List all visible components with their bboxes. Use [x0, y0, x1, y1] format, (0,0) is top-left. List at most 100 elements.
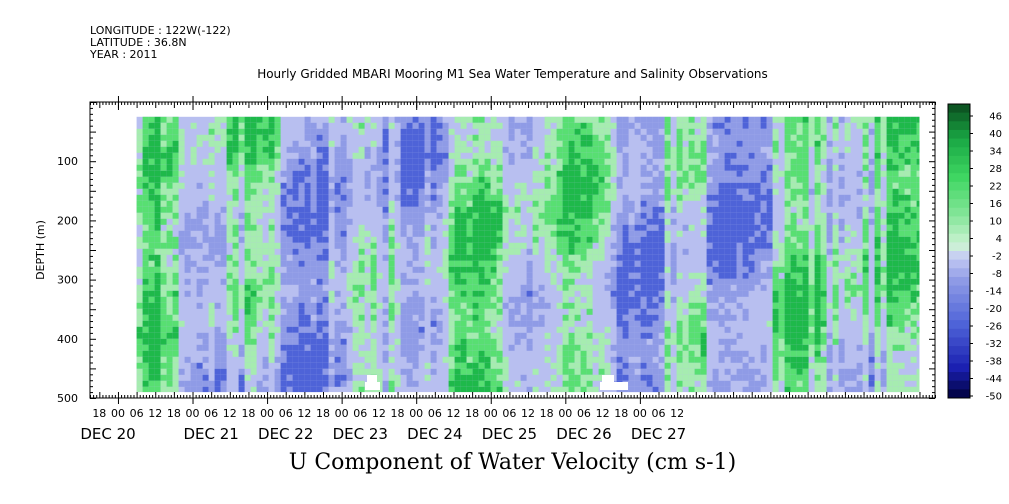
x-tick-label: 18: [465, 407, 479, 420]
colorbar-label: 22: [989, 182, 1002, 193]
x-tick-label: 18: [614, 407, 628, 420]
colorbar-band: [948, 346, 970, 356]
colorbar-band: [948, 337, 970, 347]
colorbar-label: 4: [996, 234, 1002, 245]
colorbar-label: 10: [989, 217, 1002, 228]
x-tick-label: 12: [148, 407, 162, 420]
colorbar-label: 28: [989, 164, 1002, 175]
colorbar-label: -20: [986, 304, 1002, 315]
x-tick-label: 06: [130, 407, 144, 420]
colorbar-band: [948, 268, 970, 278]
x-tick-label: 06: [577, 407, 591, 420]
x-tick-label: 12: [670, 407, 684, 420]
x-tick-label: 00: [409, 407, 423, 420]
colorbar-band: [948, 259, 970, 269]
x-tick-label: 18: [540, 407, 554, 420]
x-tick-label: 18: [167, 407, 181, 420]
axes: 18 00 06 12 18 00 06 12 18 00 06 12 18 00 06 12 18 00 06 12…: [34, 96, 936, 443]
x-tick-label: 00: [558, 407, 572, 420]
colorbar-band: [948, 328, 970, 338]
data-gap: [602, 375, 614, 383]
colorbar-band: [948, 320, 970, 330]
colorbar-label: -44: [986, 374, 1002, 385]
colorbar-label: -32: [986, 339, 1002, 350]
x-day-label: DEC 25: [482, 425, 537, 443]
colorbar-band: [948, 363, 970, 373]
x-tick-label: 06: [652, 407, 666, 420]
colorbar-label: -50: [986, 392, 1002, 403]
colorbar-band: [948, 372, 970, 382]
x-tick-label: 00: [186, 407, 200, 420]
colorbar-band: [948, 294, 970, 304]
colorbar-band: [948, 233, 970, 243]
latitude-label: LATITUDE : 36.8N: [90, 36, 187, 49]
colorbar-band: [948, 242, 970, 252]
colorbar-label: -8: [992, 269, 1002, 280]
colorbar-band: [948, 216, 970, 226]
longitude-label: LONGITUDE : 122W(-122): [90, 24, 231, 37]
colorbar-label: -38: [986, 357, 1002, 368]
plot-area: [136, 116, 920, 393]
x-day-label: DEC 20: [80, 425, 135, 443]
data-gap: [367, 375, 377, 383]
x-tick-label: 06: [279, 407, 293, 420]
x-tick-label: 06: [502, 407, 516, 420]
colorbar-band: [948, 311, 970, 321]
colorbar-band: [948, 164, 970, 174]
y-tick-label: 400: [57, 333, 78, 346]
x-tick-label: 06: [353, 407, 367, 420]
x-tick-label: 06: [204, 407, 218, 420]
data-gap: [365, 382, 380, 390]
colorbar-label: -26: [986, 322, 1002, 333]
colorbar-band: [948, 129, 970, 140]
x-tick-label: 18: [92, 407, 106, 420]
colorbar-band: [948, 138, 970, 148]
x-tick-label: 18: [391, 407, 405, 420]
x-tick-label: 12: [521, 407, 535, 420]
colorbar-band: [948, 207, 970, 217]
x-tick-label: 12: [372, 407, 386, 420]
colorbar-label: -2: [992, 252, 1002, 263]
y-axis-label: DEPTH (m): [34, 220, 47, 280]
x-tick-label: 12: [596, 407, 610, 420]
y-tick-label: 300: [57, 274, 78, 287]
y-tick-label: 100: [57, 155, 78, 168]
colorbar-label: 16: [989, 199, 1002, 210]
colorbar-band: [948, 251, 970, 261]
colorbar-band: [948, 380, 970, 390]
y-tick-label: 200: [57, 214, 78, 227]
year-label: YEAR : 2011: [90, 48, 158, 61]
colorbar-band: [948, 285, 970, 295]
colorbar-label: 34: [989, 147, 1002, 158]
x-tick-label: 00: [260, 407, 274, 420]
x-axis-label: U Component of Water Velocity (cm s-1): [288, 450, 737, 475]
x-day-label: DEC 21: [183, 425, 238, 443]
x-tick-label: 12: [446, 407, 460, 420]
x-day-label: DEC 26: [556, 425, 611, 443]
colorbar-label: 46: [989, 112, 1002, 123]
colorbar-band: [948, 302, 970, 313]
colorbar-band: [948, 112, 970, 122]
colorbar-band: [948, 225, 970, 235]
colorbar-band: [948, 173, 970, 183]
colorbar-label: 40: [989, 129, 1002, 140]
x-day-label: DEC 22: [258, 425, 313, 443]
colorbar-band: [948, 276, 970, 287]
colorbar-band: [948, 121, 970, 131]
colorbar-band: [948, 354, 970, 364]
y-tick-label: 500: [57, 392, 78, 405]
colorbar-band: [948, 181, 970, 191]
colorbar-band: [948, 389, 970, 399]
x-day-label: DEC 27: [631, 425, 686, 443]
x-tick-label: 12: [223, 407, 237, 420]
x-tick-label: 18: [241, 407, 255, 420]
colorbar-band: [948, 190, 970, 200]
chart-title: Hourly Gridded MBARI Mooring M1 Sea Wate…: [257, 67, 768, 81]
x-tick-label: 00: [111, 407, 125, 420]
x-day-label: DEC 24: [407, 425, 462, 443]
x-tick-label: 00: [484, 407, 498, 420]
colorbar-label: -14: [986, 287, 1002, 298]
colorbar-band: [948, 199, 970, 209]
colorbar-band: [948, 147, 970, 157]
